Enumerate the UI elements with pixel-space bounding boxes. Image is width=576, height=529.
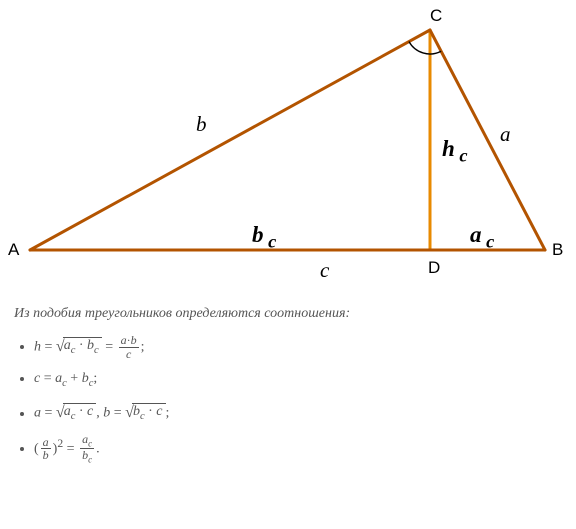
side-a-label: a [500,122,511,147]
side-b_c-label: b c [252,222,276,253]
side-b-label: b [196,112,207,137]
side-h_c-label: h c [442,136,468,167]
side-a_c-label: a c [470,222,494,253]
relation-item: a = √ac · c, b = √bc · c; [34,398,562,428]
relation-item: c = ac + bc; [34,366,562,394]
relations-text: Из подобия треугольников определяются со… [0,300,576,465]
relation-item: h = √ac · bc = a·bc; [34,332,562,362]
relation-item: (ab)2 = acbc. [34,433,562,466]
relations-list: h = √ac · bc = a·bc; c = ac + bc; a = √ac … [34,332,562,465]
relations-heading: Из подобия треугольников определяются со… [14,306,562,322]
vertex-A-label: A [8,240,19,260]
vertex-D-label: D [428,258,440,278]
vertex-C-label: C [430,6,442,26]
side-c-label: c [320,258,329,283]
triangle-diagram: A B C Db a c h c b c a c [0,0,576,300]
vertex-B-label: B [552,240,563,260]
triangle-svg [0,0,576,300]
